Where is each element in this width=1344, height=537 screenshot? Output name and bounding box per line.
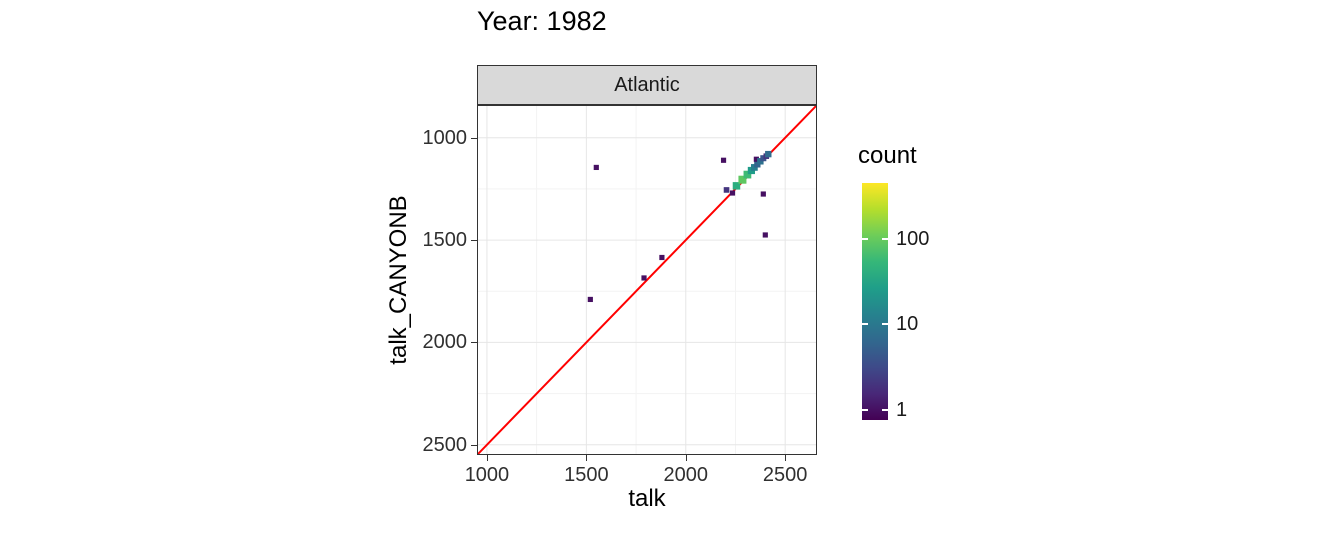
- y-axis-tick: [471, 240, 477, 242]
- y-tick-label: 1000: [422, 126, 468, 149]
- legend-tick: [882, 323, 888, 325]
- y-axis-tick: [471, 342, 477, 344]
- panel-border: [477, 105, 817, 455]
- x-tick-label: 2000: [663, 464, 709, 486]
- y-axis-tick: [471, 137, 477, 139]
- x-axis-tick: [685, 455, 687, 461]
- legend-tick-label: 10: [896, 313, 919, 335]
- data-point: [738, 175, 747, 184]
- y-tick-label: 2000: [422, 331, 468, 354]
- y-axis-tick: [471, 444, 477, 446]
- x-tick-label: 1000: [464, 464, 510, 486]
- x-tick-label: 1500: [564, 464, 609, 486]
- data-point: [757, 158, 764, 165]
- data-point: [723, 187, 730, 193]
- plot-panel: [477, 105, 817, 455]
- x-axis-tick: [486, 455, 488, 461]
- facet-label: Atlantic: [614, 73, 680, 96]
- plot-title: Year: 1982: [477, 6, 607, 36]
- legend-colorbar: [862, 183, 888, 420]
- data-point: [659, 254, 665, 261]
- data-point: [729, 190, 736, 196]
- legend-tick: [862, 238, 868, 240]
- facet-strip: Atlantic: [477, 65, 817, 105]
- legend-tick: [862, 323, 868, 325]
- data-point: [753, 156, 759, 162]
- x-axis-title: talk: [628, 485, 666, 512]
- x-axis-tick: [785, 455, 787, 461]
- data-point: [743, 170, 752, 179]
- y-tick-label: 1500: [422, 229, 468, 252]
- legend-tick-label: 1: [896, 399, 908, 421]
- legend-tick: [882, 238, 888, 240]
- data-point: [765, 150, 772, 158]
- data-point: [587, 296, 593, 303]
- data-point: [760, 191, 766, 197]
- y-tick-label: 2500: [422, 433, 468, 456]
- legend-tick-label: 100: [896, 228, 930, 250]
- data-point: [641, 275, 647, 281]
- data-point: [720, 157, 727, 163]
- data-point: [762, 232, 768, 238]
- legend-tick: [862, 409, 868, 411]
- legend-title: count: [858, 142, 917, 169]
- data-point: [732, 182, 741, 190]
- data-point: [760, 155, 767, 162]
- x-axis-tick: [586, 455, 588, 461]
- data-point: [593, 164, 599, 171]
- x-tick-label: 2500: [762, 464, 808, 486]
- legend-tick: [882, 409, 888, 411]
